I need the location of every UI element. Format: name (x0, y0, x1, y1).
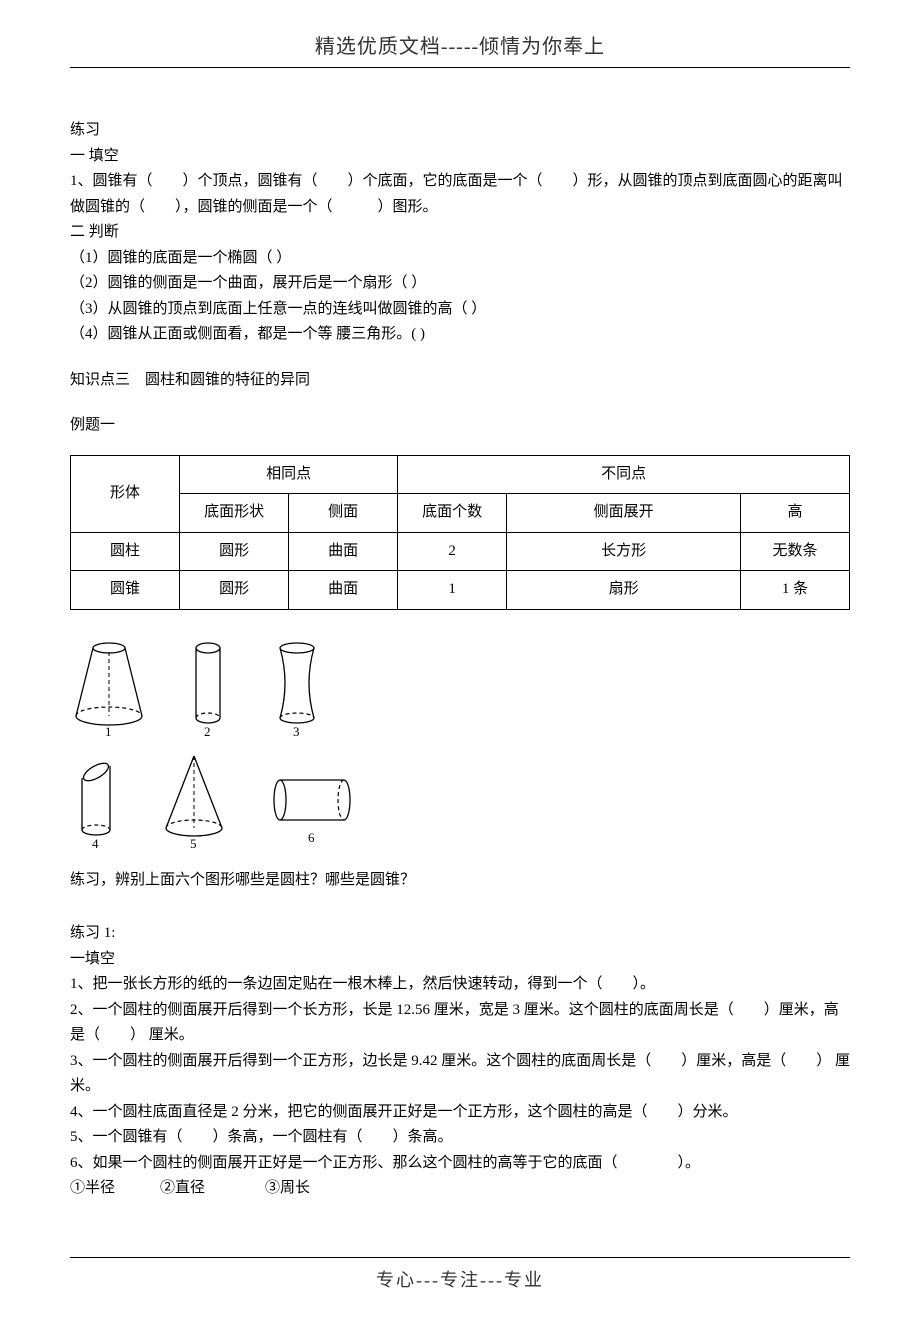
identify-prompt: 练习，辨别上面六个图形哪些是圆柱？哪些是圆锥？ (70, 868, 850, 894)
td-side-unfold: 扇形 (507, 571, 741, 610)
judge-q3: （3）从圆锥的顶点到底面上任意一点的连线叫做圆锥的高（ ） (70, 297, 850, 323)
td-side: 曲面 (289, 571, 398, 610)
knowledge3-title: 知识点三 圆柱和圆锥的特征的异同 (70, 368, 850, 394)
th-height: 高 (740, 494, 849, 533)
shapes-grid: 1 2 (70, 638, 850, 850)
practice1-title: 练习 1: (70, 921, 850, 947)
table-row: 形体 相同点 不同点 (71, 455, 850, 494)
page-header-text: 精选优质文档-----倾情为你奉上 (315, 36, 605, 58)
td-height: 1 条 (740, 571, 849, 610)
shape-label: 4 (92, 836, 99, 850)
shapes-row: 1 2 (70, 638, 850, 738)
practice1-q2: 2、一个圆柱的侧面展开后得到一个长方形，长是 12.56 厘米，宽是 3 厘米。… (70, 998, 850, 1049)
judge-heading: 二 判断 (70, 220, 850, 246)
shape-label: 1 (105, 724, 112, 738)
table-row: 圆锥 圆形 曲面 1 扇形 1 条 (71, 571, 850, 610)
practice1-q6-choices: ①半径 ②直径 ③周长 (70, 1176, 850, 1202)
fill-q1: 1、圆锥有（ ）个顶点，圆锥有（ ）个底面，它的底面是一个（ ）形，从圆锥的顶点… (70, 169, 850, 220)
td-side-unfold: 长方形 (507, 532, 741, 571)
body-content: 练习 一 填空 1、圆锥有（ ）个顶点，圆锥有（ ）个底面，它的底面是一个（ ）… (70, 118, 850, 1282)
table-row: 底面形状 侧面 底面个数 侧面展开 高 (71, 494, 850, 533)
shape-label: 3 (293, 724, 300, 738)
concave-solid-icon: 3 (268, 638, 326, 738)
shape-1: 1 (70, 638, 148, 738)
page-header: 精选优质文档-----倾情为你奉上 (70, 30, 850, 68)
th-base-shape: 底面形状 (180, 494, 289, 533)
judge-q1: （1）圆锥的底面是一个椭圆（ ） (70, 246, 850, 272)
shape-2: 2 (184, 638, 232, 738)
td-base-count: 2 (398, 532, 507, 571)
fill-heading: 一 填空 (70, 144, 850, 170)
td-side: 曲面 (289, 532, 398, 571)
table-row: 圆柱 圆形 曲面 2 长方形 无数条 (71, 532, 850, 571)
cone-icon: 5 (158, 750, 230, 850)
td-base-shape: 圆形 (180, 571, 289, 610)
oblique-cylinder-icon: 4 (70, 750, 122, 850)
shape-label: 5 (190, 836, 197, 850)
th-shape: 形体 (71, 455, 180, 532)
shape-3: 3 (268, 638, 326, 738)
judge-q2: （2）圆锥的侧面是一个曲面，展开后是一个扇形（ ） (70, 271, 850, 297)
shape-6: 6 (266, 750, 358, 850)
page: 精选优质文档-----倾情为你奉上 练习 一 填空 1、圆锥有（ ）个顶点，圆锥… (0, 0, 920, 1322)
comparison-table: 形体 相同点 不同点 底面形状 侧面 底面个数 侧面展开 高 圆柱 圆形 曲面 … (70, 455, 850, 610)
cylinder-icon: 2 (184, 638, 232, 738)
shape-label: 2 (204, 724, 211, 738)
th-same: 相同点 (180, 455, 398, 494)
shape-5: 5 (158, 750, 230, 850)
td-base-count: 1 (398, 571, 507, 610)
practice1-q6: 6、如果一个圆柱的侧面展开正好是一个正方形、那么这个圆柱的高等于它的底面（ ）。 (70, 1151, 850, 1177)
horizontal-cylinder-icon: 6 (266, 750, 358, 850)
th-side-unfold: 侧面展开 (507, 494, 741, 533)
practice1-q4: 4、一个圆柱底面直径是 2 分米，把它的侧面展开正好是一个正方形，这个圆柱的高是… (70, 1100, 850, 1126)
td-height: 无数条 (740, 532, 849, 571)
page-footer: 专心---专注---专业 (70, 1257, 850, 1292)
practice1-q1: 1、把一张长方形的纸的一条边固定贴在一根木棒上，然后快速转动，得到一个（ ）。 (70, 972, 850, 998)
judge-q4: （4）圆锥从正面或侧面看，都是一个等 腰三角形。( ) (70, 322, 850, 348)
page-footer-text: 专心---专注---专业 (376, 1270, 544, 1290)
th-base-count: 底面个数 (398, 494, 507, 533)
practice1-fill-heading: 一填空 (70, 947, 850, 973)
shapes-row: 4 5 (70, 750, 850, 850)
td-base-shape: 圆形 (180, 532, 289, 571)
example-label: 例题一 (70, 413, 850, 439)
practice-a-title: 练习 (70, 118, 850, 144)
practice1-q5: 5、一个圆锥有（ ）条高，一个圆柱有（ ）条高。 (70, 1125, 850, 1151)
th-side: 侧面 (289, 494, 398, 533)
td-shape: 圆锥 (71, 571, 180, 610)
th-diff: 不同点 (398, 455, 850, 494)
frustum-icon: 1 (70, 638, 148, 738)
shape-4: 4 (70, 750, 122, 850)
shape-label: 6 (308, 830, 315, 845)
td-shape: 圆柱 (71, 532, 180, 571)
practice1-q3: 3、一个圆柱的侧面展开后得到一个正方形，边长是 9.42 厘米。这个圆柱的底面周… (70, 1049, 850, 1100)
